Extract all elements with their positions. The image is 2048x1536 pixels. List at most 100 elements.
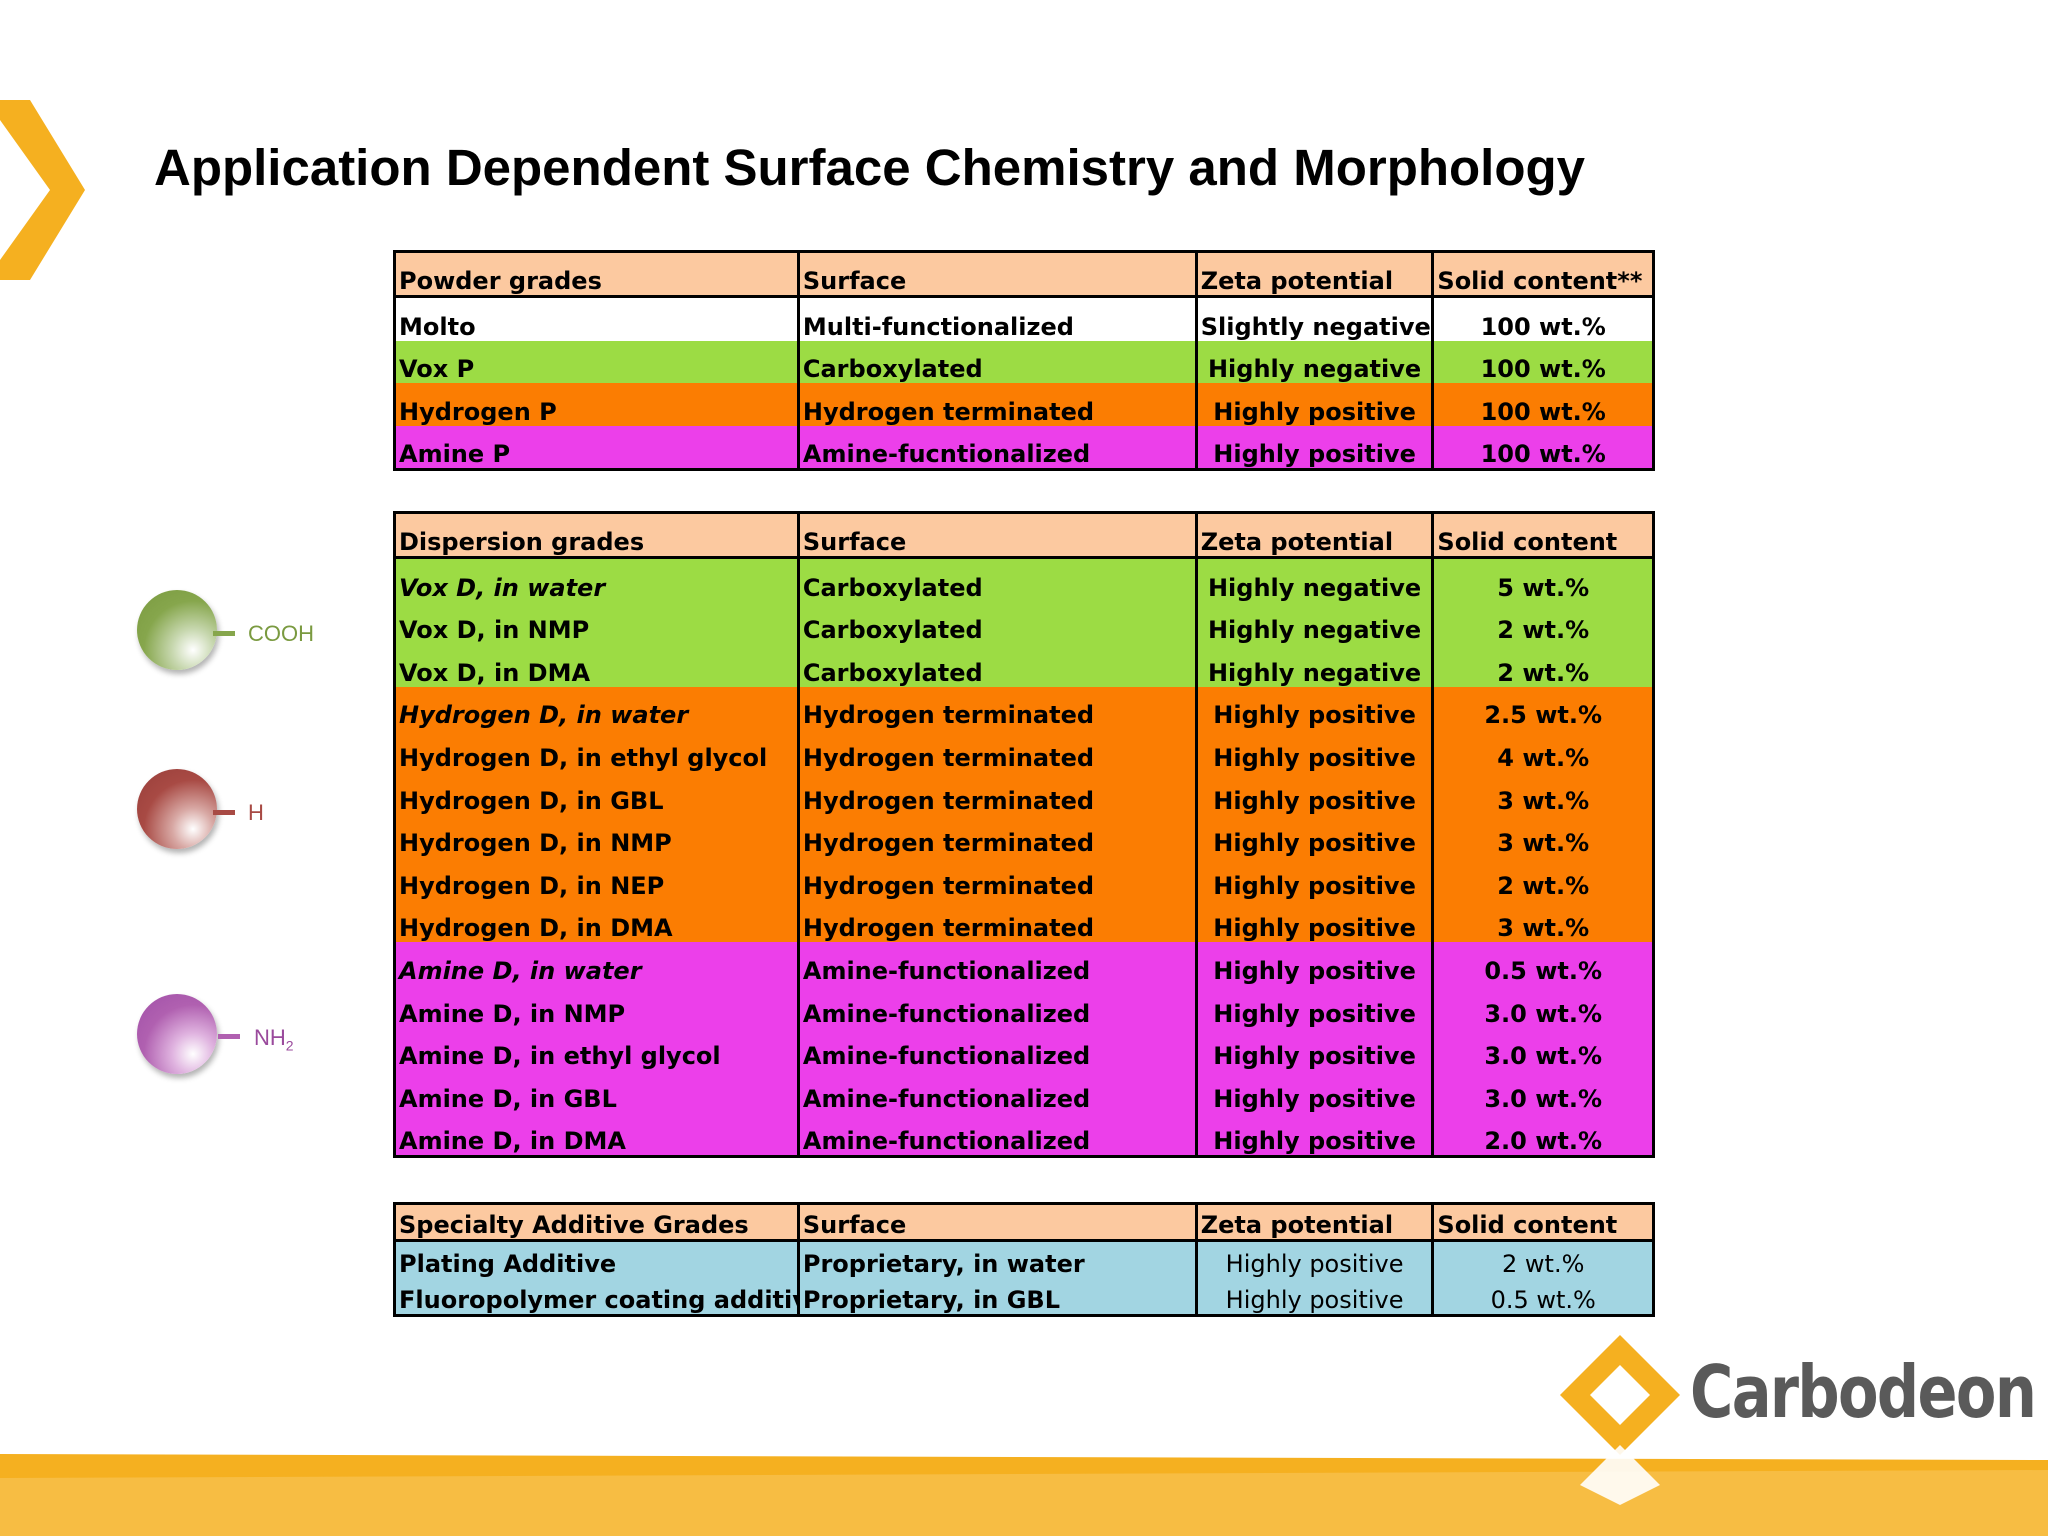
header-cell: Powder grades <box>393 251 800 298</box>
table-row: Hydrogen D, in water Hydrogen terminated… <box>393 686 1655 730</box>
header-cell: Solid content <box>1431 1203 1655 1242</box>
surface-cell: Carboxylated <box>796 644 1198 687</box>
table-header-row: Specialty Additive Grades Surface Zeta p… <box>393 1203 1655 1242</box>
grade-cell: Fluoropolymer coating additive <box>393 1278 800 1316</box>
table-row: Amine D, in NMP Amine-functionalized Hig… <box>393 984 1655 1028</box>
table-row: Amine D, in water Amine-functionalized H… <box>393 942 1655 985</box>
grade-cell: Hydrogen P <box>393 383 800 426</box>
zeta-cell: Highly positive <box>1194 1278 1435 1316</box>
grade-cell: Hydrogen D, in NMP <box>393 814 800 858</box>
grade-cell: Amine D, in DMA <box>393 1112 800 1157</box>
zeta-cell: Highly positive <box>1194 1240 1435 1278</box>
footer-band <box>0 1454 2048 1536</box>
h-ball-icon <box>137 769 217 849</box>
nh2-label-subscript: 2 <box>285 1037 294 1054</box>
dispersion-grades-table: Dispersion grades Surface Zeta potential… <box>393 511 1655 1159</box>
table-row: Hydrogen D, in NEP Hydrogen terminated H… <box>393 857 1655 900</box>
grade-cell: Amine D, in NMP <box>393 984 800 1028</box>
table-header-row: Powder grades Surface Zeta potential Sol… <box>393 251 1655 298</box>
zeta-cell: Highly positive <box>1194 425 1435 470</box>
carbodeon-logo-text: Carbodeon <box>1690 1350 2037 1434</box>
chevron-decoration-icon <box>0 100 85 280</box>
zeta-cell: Slightly negative <box>1194 296 1435 341</box>
nh2-label-text: NH <box>254 1025 286 1050</box>
solid-cell: 3 wt.% <box>1431 771 1655 815</box>
surface-cell: Proprietary, in GBL <box>796 1278 1198 1316</box>
surface-cell: Amine-functionalized <box>796 942 1198 985</box>
zeta-cell: Highly positive <box>1194 942 1435 985</box>
solid-cell: 5 wt.% <box>1431 557 1655 602</box>
solid-cell: 2 wt.% <box>1431 644 1655 687</box>
table-row: Amine D, in DMA Amine-functionalized Hig… <box>393 1112 1655 1157</box>
header-cell: Surface <box>796 512 1198 559</box>
zeta-cell: Highly positive <box>1194 1112 1435 1157</box>
grade-cell: Hydrogen D, in water <box>393 686 800 730</box>
zeta-cell: Highly positive <box>1194 1070 1435 1113</box>
surface-cell: Hydrogen terminated <box>796 771 1198 815</box>
surface-cell: Amine-functionalized <box>796 1027 1198 1071</box>
header-cell: Zeta potential <box>1194 512 1435 559</box>
zeta-cell: Highly negative <box>1194 644 1435 687</box>
surface-cell: Amine-functionalized <box>796 984 1198 1028</box>
surface-cell: Hydrogen terminated <box>796 857 1198 900</box>
solid-cell: 4 wt.% <box>1431 729 1655 772</box>
zeta-cell: Highly positive <box>1194 729 1435 772</box>
surface-cell: Multi-functionalized <box>796 296 1198 341</box>
surface-cell: Carboxylated <box>796 340 1198 384</box>
solid-cell: 0.5 wt.% <box>1431 942 1655 985</box>
solid-cell: 100 wt.% <box>1431 383 1655 426</box>
nh2-bond-line <box>218 1034 240 1039</box>
header-cell: Surface <box>796 251 1198 298</box>
solid-cell: 3 wt.% <box>1431 899 1655 943</box>
table-row: Hydrogen D, in ethyl glycol Hydrogen ter… <box>393 729 1655 772</box>
table-row: Vox P Carboxylated Highly negative 100 w… <box>393 340 1655 384</box>
header-cell: Zeta potential <box>1194 251 1435 298</box>
solid-cell: 2 wt.% <box>1431 857 1655 900</box>
grade-cell: Hydrogen D, in DMA <box>393 899 800 943</box>
surface-cell: Carboxylated <box>796 557 1198 602</box>
surface-cell: Amine-fucntionalized <box>796 425 1198 470</box>
cooh-bond-line <box>213 631 235 636</box>
grade-cell: Hydrogen D, in NEP <box>393 857 800 900</box>
h-bond-line <box>213 810 235 815</box>
grade-cell: Molto <box>393 296 800 341</box>
solid-cell: 100 wt.% <box>1431 296 1655 341</box>
table-row: Hydrogen D, in GBL Hydrogen terminated H… <box>393 771 1655 815</box>
table-row: Hydrogen D, in NMP Hydrogen terminated H… <box>393 814 1655 858</box>
nh2-label: NH2 <box>254 1025 294 1053</box>
zeta-cell: Highly positive <box>1194 857 1435 900</box>
specialty-grades-table: Specialty Additive Grades Surface Zeta p… <box>393 1202 1655 1317</box>
zeta-cell: Highly positive <box>1194 984 1435 1028</box>
table-row: Molto Multi-functionalized Slightly nega… <box>393 296 1655 341</box>
surface-cell: Hydrogen terminated <box>796 814 1198 858</box>
table-row: Plating Additive Proprietary, in water H… <box>393 1240 1655 1278</box>
grade-cell: Hydrogen D, in ethyl glycol <box>393 729 800 772</box>
solid-cell: 2.5 wt.% <box>1431 686 1655 730</box>
solid-cell: 3.0 wt.% <box>1431 1070 1655 1113</box>
zeta-cell: Highly positive <box>1194 686 1435 730</box>
surface-cell: Carboxylated <box>796 601 1198 645</box>
grade-cell: Amine P <box>393 425 800 470</box>
table-row: Vox D, in water Carboxylated Highly nega… <box>393 557 1655 602</box>
solid-cell: 2 wt.% <box>1431 1240 1655 1278</box>
grade-cell: Vox P <box>393 340 800 384</box>
zeta-cell: Highly positive <box>1194 899 1435 943</box>
zeta-cell: Highly positive <box>1194 383 1435 426</box>
table-row: Hydrogen D, in DMA Hydrogen terminated H… <box>393 899 1655 943</box>
surface-cell: Hydrogen terminated <box>796 899 1198 943</box>
grade-cell: Vox D, in NMP <box>393 601 800 645</box>
nh2-ball-icon <box>137 994 217 1074</box>
table-row: Amine D, in GBL Amine-functionalized Hig… <box>393 1070 1655 1113</box>
table-row: Amine D, in ethyl glycol Amine-functiona… <box>393 1027 1655 1071</box>
table-row: Amine P Amine-fucntionalized Highly posi… <box>393 425 1655 470</box>
header-cell: Surface <box>796 1203 1198 1242</box>
surface-cell: Hydrogen terminated <box>796 686 1198 730</box>
grade-cell: Vox D, in water <box>393 557 800 602</box>
zeta-cell: Highly negative <box>1194 340 1435 384</box>
zeta-cell: Highly positive <box>1194 1027 1435 1071</box>
table-row: Vox D, in NMP Carboxylated Highly negati… <box>393 601 1655 645</box>
surface-cell: Amine-functionalized <box>796 1112 1198 1157</box>
surface-cell: Proprietary, in water <box>796 1240 1198 1278</box>
table-row: Vox D, in DMA Carboxylated Highly negati… <box>393 644 1655 687</box>
solid-cell: 0.5 wt.% <box>1431 1278 1655 1316</box>
